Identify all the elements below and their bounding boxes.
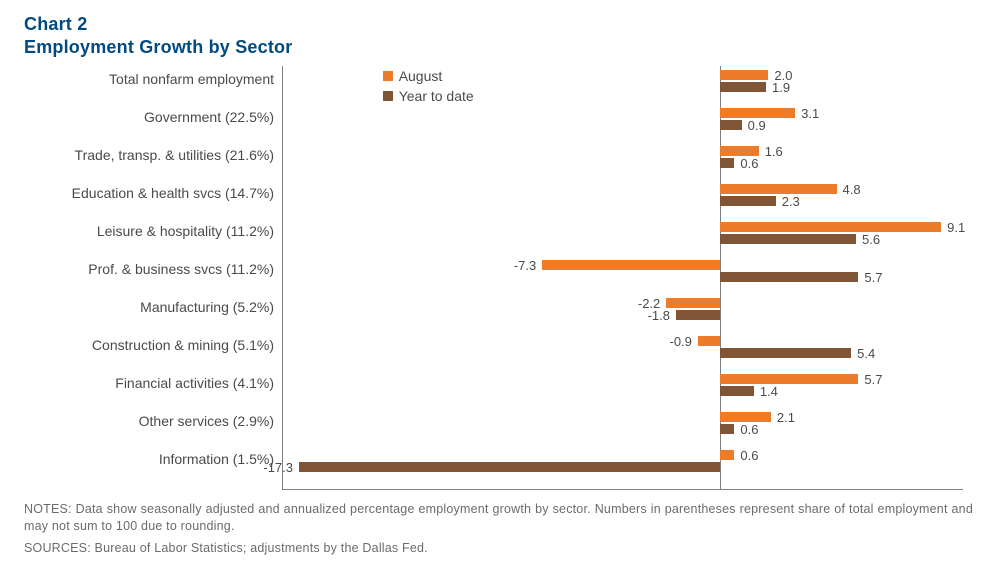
bar-august [720, 184, 837, 194]
y-axis [282, 66, 283, 490]
category-label: Financial activities (4.1%) [115, 375, 274, 391]
value-label: 1.4 [760, 384, 778, 399]
category-label: Construction & mining (5.1%) [92, 337, 274, 353]
bar-ytd [720, 234, 856, 244]
bar-ytd [720, 158, 735, 168]
bar-august [720, 412, 771, 422]
bar-ytd [720, 82, 766, 92]
category-label: Information (1.5%) [159, 451, 274, 467]
legend-item-ytd: Year to date [383, 86, 474, 106]
value-label: 0.6 [740, 156, 758, 171]
category-label: Education & health svcs (14.7%) [72, 185, 274, 201]
bar-august [720, 450, 735, 460]
bar-august [698, 336, 720, 346]
value-label: 1.6 [765, 144, 783, 159]
legend-label: August [399, 68, 443, 84]
category-label: Leisure & hospitality (11.2%) [97, 223, 274, 239]
bar-august [720, 70, 769, 80]
legend-item-august: August [383, 66, 474, 86]
legend-label: Year to date [399, 88, 474, 104]
value-label: 5.4 [857, 346, 875, 361]
bar-august [720, 146, 759, 156]
category-label: Other services (2.9%) [139, 413, 274, 429]
value-label: -1.8 [648, 308, 670, 323]
bar-ytd [720, 196, 776, 206]
plot-area: Total nonfarm employment Government (22.5… [24, 66, 973, 490]
value-label: 2.3 [782, 194, 800, 209]
value-label: 5.7 [864, 270, 882, 285]
value-label: 0.6 [740, 448, 758, 463]
notes: NOTES: Data show seasonally adjusted and… [24, 501, 973, 535]
swatch-icon [383, 71, 393, 81]
value-label: 5.7 [864, 372, 882, 387]
bar-ytd [720, 424, 735, 434]
bar-ytd [676, 310, 720, 320]
value-label: -0.9 [669, 334, 691, 349]
sources: SOURCES: Bureau of Labor Statistics; adj… [24, 541, 428, 555]
bar-august [720, 108, 795, 118]
value-label: -17.3 [263, 460, 293, 475]
bar-ytd [720, 272, 859, 282]
bar-ytd [720, 386, 754, 396]
chart-number: Chart 2 [24, 14, 973, 35]
chart-title: Employment Growth by Sector [24, 37, 973, 58]
x-axis [282, 489, 963, 490]
bar-ytd [720, 348, 851, 358]
value-label: -7.3 [514, 258, 536, 273]
category-label: Manufacturing (5.2%) [140, 299, 274, 315]
legend: August Year to date [383, 66, 474, 106]
value-label: 1.9 [772, 80, 790, 95]
category-label: Prof. & business svcs (11.2%) [88, 261, 274, 277]
bar-august [720, 222, 941, 232]
bar-august [720, 374, 859, 384]
chart-container: Chart 2 Employment Growth by Sector Tota… [0, 0, 997, 565]
swatch-icon [383, 91, 393, 101]
category-label: Trade, transp. & utilities (21.6%) [75, 147, 274, 163]
category-label: Total nonfarm employment [109, 71, 274, 87]
value-label: 4.8 [843, 182, 861, 197]
value-label: 3.1 [801, 106, 819, 121]
value-label: 0.9 [748, 118, 766, 133]
value-label: 9.1 [947, 220, 965, 235]
bar-august [666, 298, 720, 308]
chart-area: August Year to date 2.01.93.10.91.60.64.… [282, 66, 963, 490]
value-label: 0.6 [740, 422, 758, 437]
value-label: 5.6 [862, 232, 880, 247]
bar-ytd [299, 462, 720, 472]
category-label: Government (22.5%) [144, 109, 274, 125]
bar-ytd [720, 120, 742, 130]
value-label: 2.1 [777, 410, 795, 425]
bar-august [542, 260, 720, 270]
